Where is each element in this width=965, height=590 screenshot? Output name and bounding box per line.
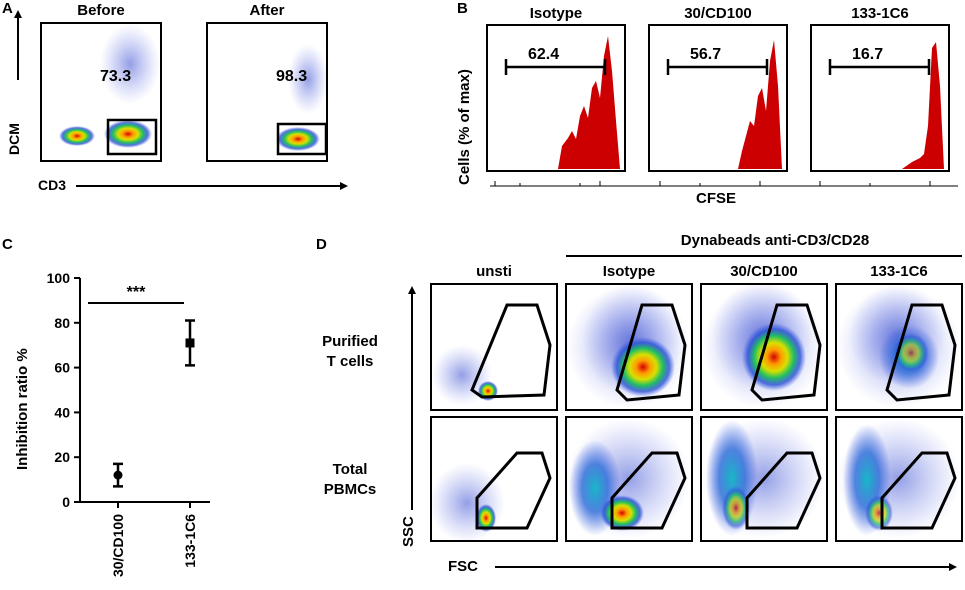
scatter-pbmcs-isotype	[565, 416, 693, 542]
panel-a-title-after: After	[249, 2, 285, 19]
row-label-total: Total	[332, 461, 368, 478]
scatter-pbmcs-30cd100	[700, 416, 828, 542]
row-label-t-cells: T cells	[326, 353, 374, 370]
y-tick-label: 40	[54, 404, 70, 420]
flow-density-after	[276, 44, 326, 156]
panel-b-title-133-1c6: 133-1C6	[851, 5, 909, 22]
scatter-tcells-unsti	[430, 283, 558, 411]
scatter-tcells-133-1c6	[835, 283, 963, 411]
panel-b-title-30cd100: 30/CD100	[684, 5, 752, 22]
panel-a-letter: A	[2, 0, 13, 17]
histogram-133-1c6: 16.7	[810, 24, 950, 172]
flow-plot-after: 98.3	[206, 22, 328, 162]
data-point	[113, 470, 123, 480]
data-point	[185, 338, 195, 348]
y-tick-label: 60	[54, 360, 70, 376]
panel-b-x-label: CFSE	[696, 190, 737, 207]
scatter-pbmcs-133-1c6	[835, 416, 963, 542]
row-label-purified: Purified	[322, 333, 378, 350]
y-tick-label: 80	[54, 315, 70, 331]
gate-value-after: 98.3	[276, 68, 308, 85]
histogram-30cd100: 56.7	[648, 24, 788, 172]
panel-d-col-isotype: Isotype	[602, 263, 656, 280]
flow-density-before	[59, 24, 160, 156]
row-label-pbmcs: PBMCs	[323, 481, 377, 498]
gate-box	[276, 122, 326, 156]
histogram-30cd100-fill	[666, 40, 782, 169]
panel-d-x-label: FSC	[448, 558, 478, 575]
panel-d-letter: D	[316, 236, 327, 253]
x-category-label: 30/CD100	[110, 514, 126, 577]
scatter-pbmcs-unsti	[430, 416, 558, 542]
row-label-purified-t-cells: Purified T cells	[300, 332, 400, 372]
row-label-total-pbmcs: Total PBMCs	[300, 460, 400, 500]
gate-value-isotype: 62.4	[528, 46, 560, 63]
gate-value-30cd100: 56.7	[690, 46, 722, 63]
histogram-isotype-fill	[504, 36, 620, 169]
histogram-133-1c6-fill	[828, 42, 944, 169]
y-tick-label: 100	[47, 270, 71, 286]
significance-stars: ***	[127, 284, 146, 301]
panel-c-chart: 0 20 40 60 80 100 30/CD100 133-1C6 ***	[47, 270, 210, 577]
gate-value-133-1c6: 16.7	[852, 46, 884, 63]
panel-d-col-133-1c6: 133-1C6	[870, 263, 928, 280]
panel-d-stim-bracket	[566, 255, 962, 257]
panel-c-letter: C	[2, 236, 13, 253]
panel-b-letter: B	[457, 0, 468, 17]
y-tick-label: 0	[62, 494, 70, 510]
panel-d-col-unsti: unsti	[476, 263, 512, 280]
gate-box	[106, 118, 158, 156]
scatter-tcells-30cd100	[700, 283, 828, 411]
panel-b-axes	[490, 181, 958, 187]
y-tick-label: 20	[54, 449, 70, 465]
panel-d-y-label: SSC	[400, 516, 417, 547]
panel-d-col-30cd100: 30/CD100	[730, 263, 798, 280]
scatter-tcells-isotype	[565, 283, 693, 411]
gate-value-before: 73.3	[100, 68, 132, 85]
panel-b-title-isotype: Isotype	[529, 5, 583, 22]
panel-a-axes	[14, 10, 348, 190]
panel-a-title-before: Before	[77, 2, 125, 19]
flow-plot-before: 73.3	[40, 22, 162, 162]
histogram-isotype: 62.4	[486, 24, 626, 172]
x-category-label: 133-1C6	[182, 514, 198, 568]
panel-a-x-label: CD3	[38, 177, 67, 193]
panel-d-stim-label: Dynabeads anti-CD3/CD28	[680, 232, 870, 249]
